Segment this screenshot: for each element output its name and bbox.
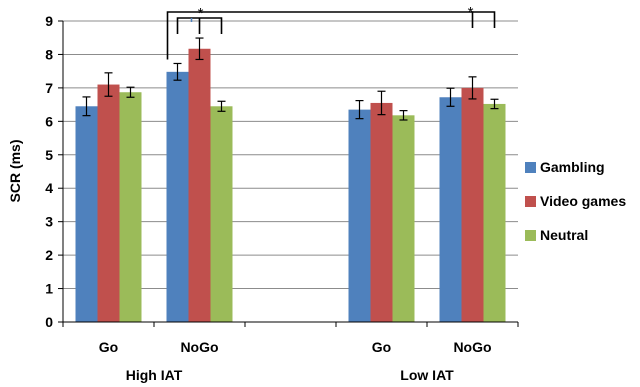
y-tick-label: 1: [45, 281, 53, 297]
category-labels: Go NoGo Go NoGo High IAT Low IAT: [99, 339, 492, 383]
bar: [188, 48, 211, 323]
x-group-label: Low IAT: [400, 367, 454, 383]
bar: [97, 84, 120, 323]
bar: [439, 97, 462, 323]
y-tick-label: 8: [45, 46, 53, 62]
bar: [461, 87, 484, 322]
y-tick-label: 5: [45, 147, 53, 163]
y-tick-label: 2: [45, 247, 53, 263]
legend-swatch: [525, 196, 536, 207]
bar: [483, 103, 506, 322]
bar: [210, 106, 233, 323]
significance-brackets: * *: [166, 4, 496, 60]
significance-star: *: [468, 4, 474, 21]
bar: [119, 92, 142, 322]
bar: [370, 102, 393, 322]
legend-label: Gambling: [540, 159, 605, 175]
y-tick-label: 0: [45, 314, 53, 330]
axes: [62, 21, 519, 327]
error-bars: [82, 37, 499, 121]
bars: [75, 48, 506, 323]
legend-swatch: [525, 162, 536, 173]
legend-swatch: [525, 230, 536, 241]
y-tick-label: 4: [45, 180, 53, 196]
legend-label: Neutral: [540, 227, 588, 243]
x-group-label: High IAT: [126, 367, 183, 383]
y-axis-ticks: 0 1 2 3 4 5 6 7 8 9: [45, 13, 63, 330]
y-tick-label: 7: [45, 80, 53, 96]
y-axis-title: SCR (ms): [7, 139, 23, 202]
y-tick-label: 3: [45, 214, 53, 230]
significance-star: *: [198, 5, 204, 22]
significance-bracket: [472, 11, 496, 28]
bar: [392, 115, 415, 323]
y-tick-label: 9: [45, 13, 53, 29]
significance-bracket: [166, 11, 474, 60]
bar: [75, 106, 98, 323]
bar: [348, 109, 371, 322]
x-category-label: Go: [99, 339, 118, 355]
bar: [166, 71, 189, 322]
legend-label: Video games: [540, 193, 626, 209]
x-category-label: Go: [372, 339, 391, 355]
legend: Gambling Video games Neutral: [525, 159, 626, 243]
x-category-label: NoGo: [180, 339, 218, 355]
y-tick-label: 6: [45, 113, 53, 129]
x-category-label: NoGo: [453, 339, 491, 355]
